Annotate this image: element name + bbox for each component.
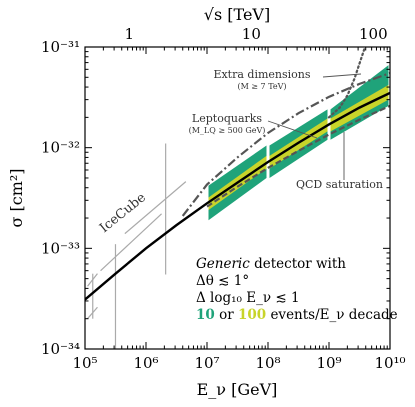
- x-tick-label: 10¹⁰: [374, 354, 405, 372]
- plot-frame: [84, 46, 391, 350]
- leader-extra-dimensions: [322, 73, 362, 78]
- x-tick-label: 10⁶: [133, 354, 158, 372]
- x2-tick-label: 100: [359, 25, 388, 43]
- icecube-segment-4: [124, 181, 187, 235]
- x2-axis-title: √s [TeV]: [204, 5, 270, 24]
- y-tick-label: 10⁻³³: [41, 239, 80, 257]
- icecube-segments: [87, 143, 187, 349]
- curve-standard-model: [85, 91, 390, 301]
- leptoquarks-sub: (M_LQ ≥ 500 GeV): [189, 126, 266, 135]
- curve-extra-dimensions: [327, 47, 367, 119]
- x-tick-label: 10⁵: [72, 354, 97, 372]
- curve-qcd-saturation: [206, 104, 390, 208]
- y-tick-label: 10⁻³¹: [41, 38, 80, 56]
- x-tick-label: 10⁹: [316, 354, 341, 372]
- leptoquarks-title: Leptoquarks: [192, 112, 263, 125]
- cross-section-curves: [85, 47, 390, 301]
- leader-leptoquarks: [267, 120, 318, 139]
- y-tick-label: 10⁻³²: [41, 139, 80, 157]
- extra-dim-sub: (M ≥ 7 TeV): [237, 82, 286, 91]
- legend-line-4: 10 or 100 events/E_ν decade: [196, 307, 398, 323]
- y-axis-title: σ [cm²]: [7, 168, 26, 227]
- x2-tick-label: 10: [242, 25, 261, 43]
- x-tick-label: 10⁸: [255, 354, 280, 372]
- extra-dim-title: Extra dimensions: [213, 68, 310, 81]
- annotation-leaders: [267, 73, 362, 180]
- icecube-label: IceCube: [97, 190, 149, 236]
- x-axis-title: E_ν [GeV]: [197, 380, 278, 399]
- qcd-saturation-label: QCD saturation: [296, 178, 383, 191]
- curve-leptoquarks: [181, 72, 390, 217]
- icecube-segment-3: [100, 213, 162, 272]
- legend-line-2: Δθ ≲ 1°: [196, 273, 249, 289]
- axis-tick-labels: 10⁵ 10⁶ 10⁷ 10⁸ 10⁹ 10¹⁰ 10⁻³⁴ 10⁻³³ 10⁻³² 10⁻³¹ 1…: [41, 25, 406, 372]
- axis-ticks: [84, 46, 391, 350]
- legend: Generic detector with Δθ ≲ 1° Δ log₁₀ E_…: [196, 256, 398, 323]
- legend-line-3: Δ log₁₀ E_ν ≲ 1: [196, 290, 300, 306]
- y-tick-label: 10⁻³⁴: [41, 340, 80, 358]
- x2-tick-label: 1: [125, 25, 135, 43]
- x-tick-label: 10⁷: [194, 354, 219, 372]
- legend-line-1: Generic detector with: [196, 256, 346, 272]
